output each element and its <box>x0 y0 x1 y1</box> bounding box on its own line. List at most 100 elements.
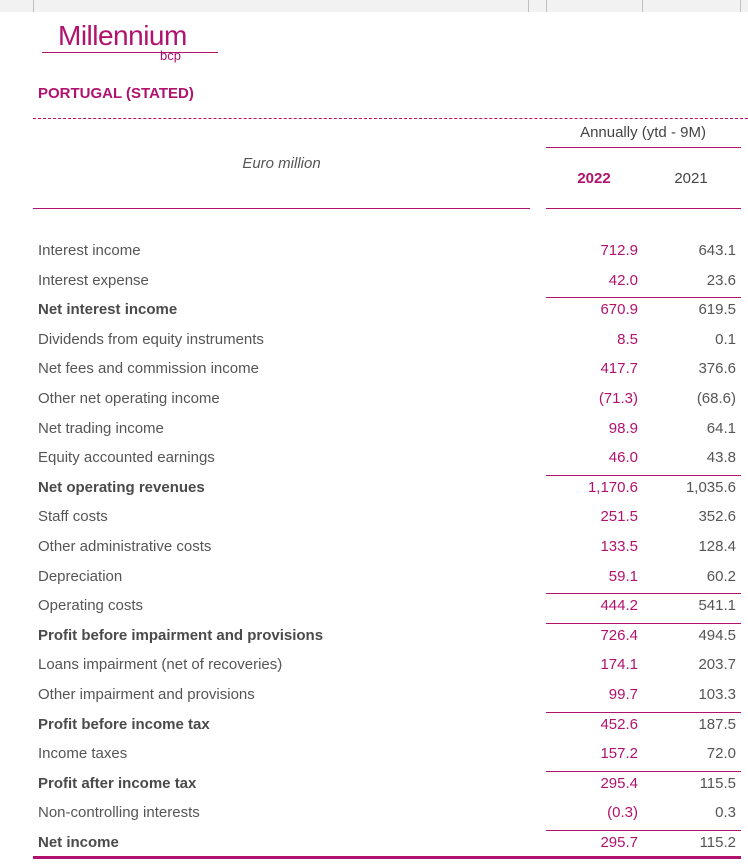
row-label: Dividends from equity instruments <box>38 330 264 348</box>
row-label: Interest expense <box>38 271 149 289</box>
value-2022: 712.9 <box>600 242 638 259</box>
value-2022: 174.1 <box>600 656 638 674</box>
table-row: Other administrative costs 133.5 128.4 <box>0 534 748 562</box>
value-2022: 1,170.6 <box>587 478 638 496</box>
top-strip-tick <box>740 0 741 12</box>
row-label: Equity accounted earnings <box>38 449 215 467</box>
value-2022: 295.4 <box>600 774 638 792</box>
table-row: Interest income 712.9 643.1 <box>0 238 748 266</box>
row-label: Other net operating income <box>38 390 220 407</box>
value-2021: 494.5 <box>698 626 736 644</box>
value-2022: 251.5 <box>600 508 638 526</box>
row-label: Other impairment and provisions <box>38 686 255 703</box>
row-label: Non-controlling interests <box>38 804 200 822</box>
table-row: Operating costs 444.2 541.1 <box>0 593 748 621</box>
value-2021: 0.1 <box>715 330 736 348</box>
value-2022: 417.7 <box>600 360 638 378</box>
row-label: Profit before impairment and provisions <box>38 626 324 644</box>
table-row: Interest expense 42.0 23.6 <box>0 268 748 296</box>
value-2021: 619.5 <box>698 301 736 319</box>
value-2021: 1,035.6 <box>685 478 736 496</box>
value-2021: 376.6 <box>698 360 736 378</box>
value-2021: (68.6) <box>696 390 736 407</box>
millennium-bcp-logo: Millennium bcp <box>42 18 218 64</box>
value-2021: 203.7 <box>698 656 736 674</box>
table-row: Net operating revenues 1,170.6 1,035.6 <box>0 474 748 503</box>
value-2021: 23.6 <box>706 271 736 289</box>
value-2021: 115.5 <box>699 774 736 792</box>
row-label: Net interest income <box>38 301 178 319</box>
subtotal-rule <box>546 770 741 772</box>
section-title: PORTUGAL (STATED) <box>38 85 194 102</box>
value-2022: 444.2 <box>600 597 638 615</box>
subtotal-rule <box>546 622 741 624</box>
row-label: Other administrative costs <box>38 538 212 555</box>
table-row: Net income 295.7 115.2 <box>0 830 748 858</box>
subtotal-rule <box>546 474 741 476</box>
row-label: Net income <box>38 834 119 851</box>
top-strip-tick <box>528 0 529 12</box>
row-label: Staff costs <box>38 508 108 526</box>
subtotal-rule <box>546 830 741 831</box>
table-row: Net interest income 670.9 619.5 <box>0 297 748 325</box>
value-2021: 128.4 <box>698 538 736 555</box>
row-label: Operating costs <box>38 597 144 615</box>
column-header-2021: 2021 <box>674 170 708 187</box>
value-2021: 60.2 <box>706 567 736 585</box>
table-row: Net trading income 98.9 64.1 <box>0 416 748 444</box>
value-2022: (71.3) <box>598 390 638 407</box>
row-label: Profit after income tax <box>38 774 197 792</box>
row-label: Net operating revenues <box>38 478 205 496</box>
value-2021: 0.3 <box>715 804 736 822</box>
top-strip-tick <box>33 0 34 12</box>
top-strip <box>0 0 748 12</box>
value-2021: 64.1 <box>706 419 736 437</box>
value-2022: (0.3) <box>607 804 638 822</box>
row-label: Loans impairment (net of recoveries) <box>38 656 283 674</box>
value-2022: 157.2 <box>600 745 638 763</box>
table-row: Income taxes 157.2 72.0 <box>0 741 748 769</box>
row-label: Depreciation <box>38 567 123 585</box>
period-header-rule <box>546 147 741 148</box>
row-label: Net fees and commission income <box>38 360 259 378</box>
row-label: Interest income <box>38 242 141 259</box>
subtotal-rule <box>546 297 741 299</box>
value-2021: 72.0 <box>706 745 736 763</box>
value-2022: 295.7 <box>600 834 638 851</box>
value-2022: 452.6 <box>600 715 638 733</box>
table-bottom-rule <box>33 856 741 859</box>
table-row: Dividends from equity instruments 8.5 0.1 <box>0 327 748 355</box>
table-row: Loans impairment (net of recoveries) 174.… <box>0 652 748 680</box>
row-label: Income taxes <box>38 745 128 763</box>
value-2021: 541.1 <box>698 597 736 615</box>
table-row: Profit after income tax 295.4 115.5 <box>0 770 748 799</box>
value-2022: 46.0 <box>608 449 638 467</box>
period-header: Annually (ytd - 9M) <box>580 124 706 141</box>
table-row: Other impairment and provisions 99.7 103.3 <box>0 682 748 710</box>
table-row: Profit before income tax 452.6 187.5 <box>0 711 748 740</box>
value-2022: 42.0 <box>608 271 638 289</box>
value-2022: 133.5 <box>600 538 638 555</box>
logo-wordmark: Millennium <box>58 20 187 51</box>
subtotal-rule <box>546 593 741 595</box>
table-row: Depreciation 59.1 60.2 <box>0 564 748 592</box>
top-strip-tick <box>642 0 643 12</box>
logo-subtext: bcp <box>160 48 181 63</box>
value-2021: 187.5 <box>698 715 736 733</box>
value-2022: 726.4 <box>600 626 638 644</box>
value-2021: 352.6 <box>698 508 736 526</box>
unit-label: Euro million <box>242 155 321 172</box>
column-header-2022: 2022 <box>577 170 611 187</box>
subtotal-rule <box>546 711 741 713</box>
header-rule-left <box>33 208 530 209</box>
value-2021: 643.1 <box>698 242 736 259</box>
header-rule-right <box>546 208 741 209</box>
value-2022: 8.5 <box>617 330 638 348</box>
value-2021: 103.3 <box>698 686 736 703</box>
table-row: Profit before impairment and provisions 7… <box>0 622 748 651</box>
table-row: Other net operating income (71.3) (68.6) <box>0 386 748 414</box>
value-2022: 670.9 <box>600 301 638 319</box>
table-row: Net fees and commission income 417.7 376.6 <box>0 356 748 384</box>
value-2021: 115.2 <box>699 834 736 851</box>
dotted-divider <box>33 118 748 119</box>
